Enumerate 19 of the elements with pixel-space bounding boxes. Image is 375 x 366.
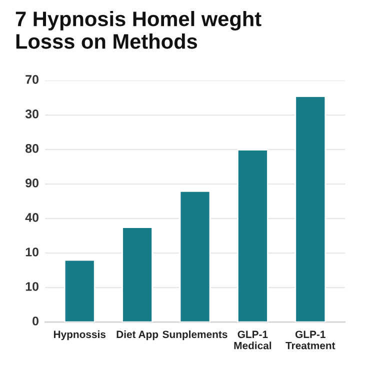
text: 40 <box>25 213 38 222</box>
x-tick-label: GLP-1 Treatment <box>286 330 336 350</box>
text: 80 <box>25 144 38 153</box>
text: 90 <box>26 178 38 188</box>
text: 0 <box>32 316 38 326</box>
text: 10 <box>26 282 38 291</box>
text: 70 <box>26 75 38 84</box>
x-tick-label: Diet App <box>116 330 158 340</box>
text: 10 <box>26 248 38 256</box>
bar <box>294 96 326 322</box>
bar <box>179 190 211 322</box>
bar <box>122 226 154 322</box>
x-tick-label: Sunplements <box>162 330 228 340</box>
bar <box>64 259 96 322</box>
chart-title: 7 Hypnosis Homel weght Losss on Methods <box>16 10 262 49</box>
bar <box>236 149 268 322</box>
x-tick-label: Hypnossis <box>54 330 106 340</box>
x-tick-label: GLP-1 Medical <box>234 330 272 350</box>
text: 30 <box>25 110 38 118</box>
